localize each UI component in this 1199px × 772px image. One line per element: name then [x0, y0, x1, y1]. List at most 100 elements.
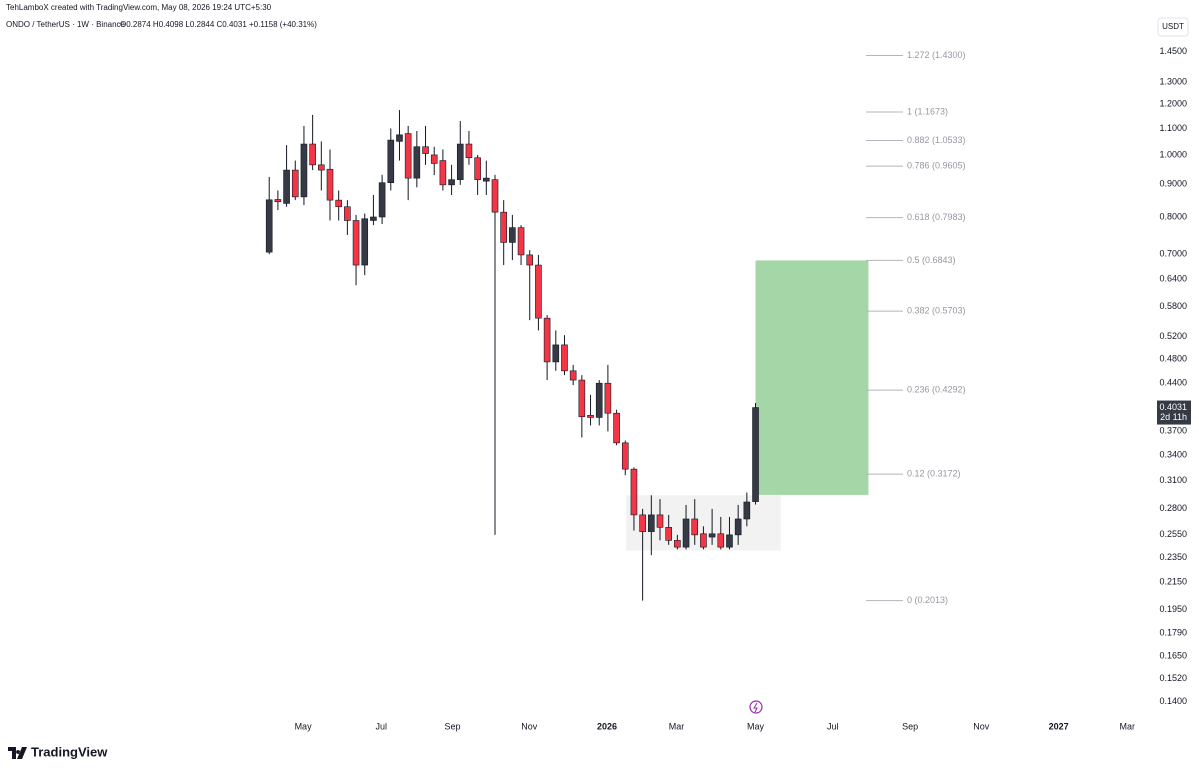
y-tick-label: 0.5200: [1159, 331, 1187, 341]
ohlc-legend: O0.2874 H0.4098 L0.2844 C0.4031 +0.1158 …: [120, 20, 317, 29]
candle-body: [552, 344, 560, 363]
last-price-box: [1157, 400, 1191, 425]
candle-body: [274, 199, 282, 203]
last-price: 0.4031: [1159, 402, 1187, 412]
candle-body: [526, 254, 534, 266]
y-tick-label: 0.3700: [1159, 426, 1187, 436]
y-tick-label: 1.1000: [1159, 123, 1187, 133]
candle-body: [509, 227, 516, 243]
x-tick-label: 2027: [1049, 721, 1069, 731]
candle-body: [587, 415, 594, 418]
candle-body: [309, 143, 316, 166]
countdown: 2d 11h: [1160, 412, 1187, 422]
candle-body: [569, 370, 577, 381]
candle-body: [456, 143, 464, 180]
candle-body: [439, 160, 447, 186]
currency-box[interactable]: [1157, 17, 1189, 37]
candle-body: [726, 534, 733, 548]
candle-body: [665, 527, 672, 541]
candle-body: [639, 514, 646, 532]
candle-body: [621, 442, 629, 470]
y-tick-label: 0.2350: [1159, 552, 1187, 562]
x-tick-label: Mar: [1119, 721, 1135, 731]
y-tick-label: 0.2800: [1159, 503, 1187, 513]
plot: 1.272 (1.4300) 1 (1.1673) 0.882 (1.0533) 0.…: [265, 50, 966, 605]
candle-body: [656, 514, 664, 528]
zones: [626, 260, 869, 551]
candle-body: [422, 146, 429, 154]
y-tick-label: 0.2150: [1159, 577, 1187, 587]
fib-label: 0.236 (0.4292): [907, 384, 966, 394]
y-tick-label: 0.1400: [1159, 696, 1187, 706]
candle-body: [265, 199, 273, 253]
candle-body: [483, 177, 490, 182]
event-icon[interactable]: [749, 700, 763, 714]
candle-body: [734, 518, 742, 536]
y-tick-label: 0.9000: [1159, 179, 1187, 189]
candle-body: [682, 518, 690, 548]
y-tick-label: 0.2550: [1159, 529, 1187, 539]
y-tick-label: 1.3000: [1159, 76, 1187, 86]
candle-body: [595, 382, 603, 418]
candle-body: [318, 164, 325, 171]
candle-body: [604, 382, 612, 414]
x-tick-label: Sep: [444, 721, 460, 731]
candle-body: [700, 533, 707, 548]
y-tick-label: 0.1950: [1159, 604, 1187, 614]
y-tick-label: 0.4800: [1159, 353, 1187, 363]
x-tick-label: 2026: [597, 721, 617, 731]
candle-body: [717, 533, 725, 548]
candle-body: [448, 179, 455, 186]
logo-mark: [8, 747, 27, 759]
candle-body: [535, 264, 542, 319]
fib-label: 0.882 (1.0533): [907, 135, 966, 145]
candle-body: [361, 218, 369, 266]
candle-body: [465, 143, 473, 159]
candle-body: [378, 182, 386, 218]
candle-body: [430, 154, 438, 164]
fib-label: 0.618 (0.7983): [907, 212, 966, 222]
fib-label: 0.12 (0.3172): [907, 469, 961, 479]
fib-label: 0.5 (0.6843): [907, 255, 956, 265]
candle-body: [352, 220, 360, 266]
y-tick-label: 0.8000: [1159, 211, 1187, 221]
fib-label: 0 (0.2013): [907, 595, 948, 605]
candle-body: [387, 139, 395, 184]
logo: [8, 747, 27, 759]
candle-body: [578, 379, 586, 418]
event-bolt: [753, 702, 758, 713]
candle-body: [500, 211, 507, 243]
credit: TehLamboX created with TradingView.com, …: [6, 3, 272, 12]
fib-label: 1.272 (1.4300): [907, 50, 966, 60]
y-tick-label: 0.1790: [1159, 628, 1187, 638]
brand: TradingView: [31, 744, 108, 759]
candle-body: [613, 412, 620, 444]
candle-body: [561, 344, 568, 372]
candle-body: [543, 317, 551, 363]
candle-body: [335, 199, 342, 208]
candle-body: [396, 134, 403, 142]
y-tick-label: 0.3400: [1159, 449, 1187, 459]
candle-body: [300, 143, 308, 198]
candle-body: [344, 206, 351, 221]
candle-body: [283, 169, 290, 204]
candle-body: [517, 227, 525, 256]
candle-body: [630, 468, 638, 516]
symbol: ONDO / TetherUS · 1W · Binance: [6, 20, 126, 29]
y-tick-label: 1.2000: [1159, 99, 1187, 109]
currency: USDT: [1162, 22, 1184, 31]
candle-body: [370, 216, 377, 221]
candle-body: [413, 146, 421, 179]
candle-body: [674, 540, 681, 548]
candle-body: [752, 407, 759, 502]
y-tick-label: 0.6400: [1159, 273, 1187, 283]
zone: [755, 260, 869, 495]
fib-label: 1 (1.1673): [907, 106, 948, 116]
candle-body: [326, 168, 334, 201]
candle-body: [648, 514, 655, 532]
x-tick-label: Jul: [827, 721, 839, 731]
candle-body: [404, 133, 412, 179]
y-tick-label: 0.1650: [1159, 650, 1187, 660]
x-tick-label: Nov: [521, 721, 538, 731]
